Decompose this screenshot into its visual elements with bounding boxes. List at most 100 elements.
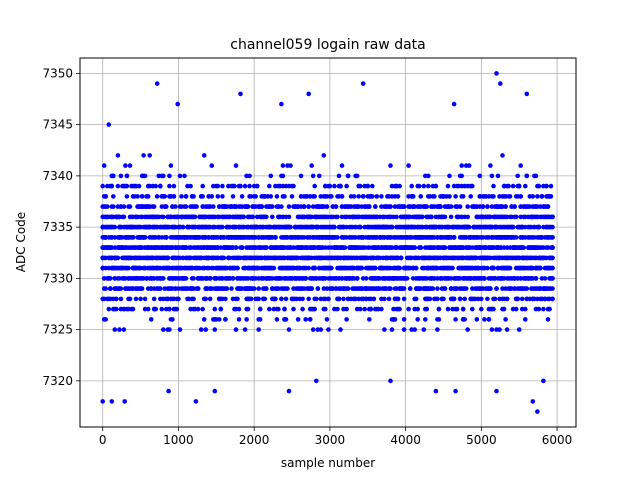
data-point (345, 173, 351, 179)
data-point (513, 214, 519, 220)
data-point (451, 296, 457, 302)
data-point (388, 378, 393, 384)
data-point (238, 183, 243, 189)
data-point (466, 163, 472, 168)
data-point (264, 245, 269, 250)
data-point (550, 296, 555, 302)
data-point (374, 194, 380, 199)
data-point (518, 163, 523, 168)
plot-frame (79, 57, 577, 428)
data-point (367, 204, 372, 209)
data-point (421, 327, 427, 332)
data-point (250, 214, 255, 220)
data-point (203, 327, 208, 332)
data-point (200, 306, 205, 312)
data-point (332, 224, 337, 230)
data-point (332, 183, 337, 189)
data-point (286, 327, 292, 332)
data-point (459, 173, 465, 179)
data-point (335, 235, 340, 240)
data-point (233, 163, 239, 168)
data-point (550, 245, 555, 250)
data-point (329, 265, 334, 271)
data-point (282, 306, 287, 312)
data-point (453, 388, 458, 394)
data-point (459, 163, 465, 168)
data-point (371, 296, 377, 302)
data-point (312, 265, 318, 271)
data-point (535, 409, 540, 414)
data-point (161, 214, 166, 220)
data-point (409, 183, 415, 189)
data-point (220, 183, 225, 189)
data-point (306, 91, 312, 97)
data-point (253, 194, 258, 199)
data-point (516, 183, 522, 189)
data-point (211, 204, 216, 209)
data-point (482, 317, 487, 322)
data-point (162, 194, 168, 199)
data-point (111, 194, 116, 199)
data-point (238, 91, 243, 97)
data-point (338, 183, 343, 189)
data-point (507, 194, 513, 199)
data-point (100, 399, 105, 404)
x-tick-label: 0 (99, 433, 107, 447)
data-point (370, 183, 375, 189)
data-point (108, 276, 113, 281)
data-point (106, 122, 112, 127)
data-point (182, 173, 187, 179)
data-point (306, 204, 312, 209)
data-point (114, 296, 119, 302)
data-point (435, 286, 440, 291)
data-point (264, 214, 269, 220)
data-point (435, 296, 440, 302)
data-point (357, 306, 363, 312)
data-point (485, 296, 490, 302)
data-point (262, 296, 268, 302)
data-point (245, 306, 251, 312)
data-point (379, 306, 384, 312)
data-point (407, 286, 413, 291)
data-point (338, 327, 343, 332)
data-point (286, 214, 292, 220)
y-tick-label: 7325 (42, 323, 73, 337)
data-point (506, 183, 511, 189)
data-point (448, 214, 454, 220)
data-point (133, 296, 139, 302)
data-point (442, 214, 448, 220)
data-point (515, 296, 520, 302)
data-point (433, 388, 439, 394)
data-point (247, 173, 252, 179)
y-tick-label: 7320 (42, 374, 73, 388)
data-point (142, 173, 148, 179)
data-point (448, 204, 454, 209)
data-point (267, 306, 272, 312)
data-point (450, 265, 455, 271)
data-point (489, 173, 495, 179)
data-point (513, 306, 519, 312)
data-point (470, 306, 475, 312)
data-point (357, 183, 363, 189)
data-point (209, 163, 215, 168)
data-point (354, 173, 360, 179)
data-point (321, 153, 327, 158)
data-point (212, 327, 218, 332)
data-point (276, 306, 281, 312)
data-point (488, 286, 493, 291)
data-point (306, 296, 312, 302)
data-point (512, 204, 517, 209)
data-point (415, 306, 421, 312)
data-point (433, 183, 439, 189)
data-point (257, 317, 263, 322)
data-point (410, 194, 416, 199)
data-point (312, 183, 318, 189)
data-point (491, 183, 496, 189)
data-point (344, 183, 349, 189)
data-point (513, 235, 519, 240)
data-point (118, 286, 124, 291)
data-point (326, 327, 331, 332)
data-point (491, 306, 496, 312)
data-point (130, 235, 136, 240)
